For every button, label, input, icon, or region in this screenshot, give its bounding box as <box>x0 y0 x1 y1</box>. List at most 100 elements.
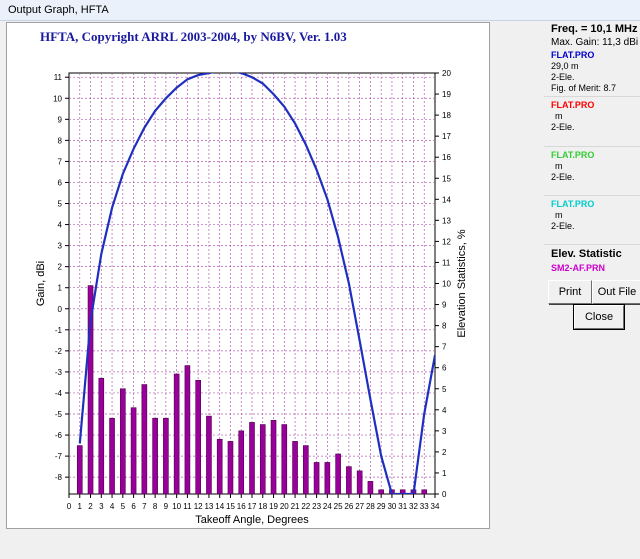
print-button[interactable]: Print <box>548 280 592 304</box>
elevation-bar <box>346 466 352 495</box>
y-tick-label: 3 <box>58 242 63 251</box>
side-panel: Freq. = 10,1 MHz Max. Gain: 11,3 dBi FLA… <box>496 20 640 340</box>
x-tick-label: 18 <box>258 502 267 511</box>
print-button-label: Print <box>558 286 582 298</box>
graph-panel: HFTA, Copyright ARRL 2003-2004, by N6BV,… <box>6 22 490 529</box>
chart-title: HFTA, Copyright ARRL 2003-2004, by N6BV,… <box>40 29 347 44</box>
x-tick-label: 20 <box>280 502 289 511</box>
elevation-bar <box>378 489 384 495</box>
elevation-bar <box>163 417 169 495</box>
file-detail: m <box>555 111 563 121</box>
gain-line <box>78 73 435 494</box>
y-tick-label: 0 <box>58 305 63 314</box>
elevation-bar <box>120 388 126 495</box>
y-tick-label: 7 <box>58 157 63 166</box>
elevation-bar <box>206 415 212 495</box>
y-tick-label: -4 <box>55 389 63 398</box>
y2-tick-label: 7 <box>442 343 447 352</box>
y-tick-label: 8 <box>58 136 63 145</box>
y-tick-label: -2 <box>55 347 63 356</box>
y2-tick-label: 8 <box>442 322 447 331</box>
file-entry-2: FLAT.PRO m 2-Ele. <box>551 100 594 133</box>
y-tick-label: -1 <box>55 326 63 335</box>
x-tick-label: 0 <box>67 502 72 511</box>
x-tick-label: 23 <box>312 502 321 511</box>
y2-tick-label: 14 <box>442 195 451 204</box>
y2-tick-label: 2 <box>442 448 447 457</box>
y2-tick-label: 0 <box>442 490 447 499</box>
elevation-bar <box>270 420 277 495</box>
file-name: FLAT.PRO <box>551 50 595 60</box>
y2-tick-label: 16 <box>442 153 451 162</box>
divider <box>544 244 640 245</box>
y-tick-label: 6 <box>58 178 63 187</box>
elevation-bar <box>184 365 191 495</box>
x-tick-label: 31 <box>398 502 407 511</box>
x-tick-label: 6 <box>131 502 136 511</box>
x-tick-label: 33 <box>420 502 429 511</box>
elevation-bar <box>227 441 234 495</box>
close-button-label: Close <box>584 311 614 323</box>
max-gain-label: Max. Gain: 11,3 dBi <box>551 37 639 48</box>
y-tick-label: 4 <box>58 221 63 230</box>
file-detail: Fig. of Merit: 8.7 <box>551 83 617 93</box>
x-tick-label: 30 <box>387 502 396 511</box>
y-tick-label: -6 <box>55 431 63 440</box>
file-entry-4: FLAT.PRO m 2-Ele. <box>551 199 594 232</box>
y2-tick-label: 15 <box>442 174 451 183</box>
x-tick-label: 19 <box>269 502 278 511</box>
divider <box>544 195 640 196</box>
x-tick-label: 11 <box>183 502 192 511</box>
elevation-bar <box>356 470 363 495</box>
elevation-bar <box>281 424 288 495</box>
file-name: FLAT.PRO <box>551 100 595 110</box>
x-tick-label: 17 <box>248 502 257 511</box>
y2-tick-label: 9 <box>442 301 447 310</box>
divider <box>544 146 640 147</box>
y-tick-label: 1 <box>58 284 63 293</box>
elevation-bar <box>335 453 341 495</box>
x-tick-label: 2 <box>88 502 93 511</box>
elevation-chart: HFTA, Copyright ARRL 2003-2004, by N6BV,… <box>35 29 468 526</box>
out-file-button[interactable]: Out File <box>592 280 640 304</box>
x-tick-label: 32 <box>409 502 418 511</box>
y2-tick-label: 4 <box>442 406 447 415</box>
file-detail: 2-Ele. <box>551 221 575 231</box>
elev-statistic-file: SM2-AF.PRN <box>551 263 606 273</box>
x-tick-label: 1 <box>78 502 83 511</box>
elevation-bar <box>259 424 266 495</box>
y2-tick-label: 10 <box>442 280 451 289</box>
y2-tick-label: 17 <box>442 132 451 141</box>
x-tick-label: 7 <box>142 502 147 511</box>
x-tick-label: 24 <box>323 502 332 511</box>
close-button[interactable]: Close <box>573 304 625 330</box>
x-tick-label: 25 <box>334 502 343 511</box>
x-tick-label: 16 <box>237 502 246 511</box>
x-tick-label: 10 <box>172 502 181 511</box>
elevation-bar <box>195 380 201 495</box>
x-tick-label: 14 <box>215 502 224 511</box>
x-tick-label: 29 <box>377 502 386 511</box>
frequency-label: Freq. = 10,1 MHz <box>551 23 638 35</box>
elevation-bar <box>76 445 83 495</box>
elevation-bar <box>292 441 298 495</box>
file-detail: 2-Ele. <box>551 122 575 132</box>
x-tick-label: 5 <box>121 502 126 511</box>
y-tick-label: 11 <box>54 73 63 82</box>
elevation-bar <box>238 430 245 495</box>
y-tick-label: 2 <box>58 263 63 272</box>
file-detail: 2-Ele. <box>551 172 575 182</box>
x-tick-label: 15 <box>226 502 235 511</box>
y2-tick-label: 5 <box>442 385 447 394</box>
y-tick-label: -8 <box>55 473 63 482</box>
x-tick-label: 12 <box>194 502 203 511</box>
elevation-bar <box>152 417 158 495</box>
elevation-bar <box>98 377 105 495</box>
elevation-bar <box>421 489 428 495</box>
x-tick-label: 3 <box>99 502 104 511</box>
x-tick-label: 21 <box>291 502 300 511</box>
y2-tick-label: 3 <box>442 427 447 436</box>
file-name: FLAT.PRO <box>551 150 595 160</box>
window-titlebar: Output Graph, HFTA <box>0 0 640 21</box>
y-tick-label: -5 <box>55 410 63 419</box>
